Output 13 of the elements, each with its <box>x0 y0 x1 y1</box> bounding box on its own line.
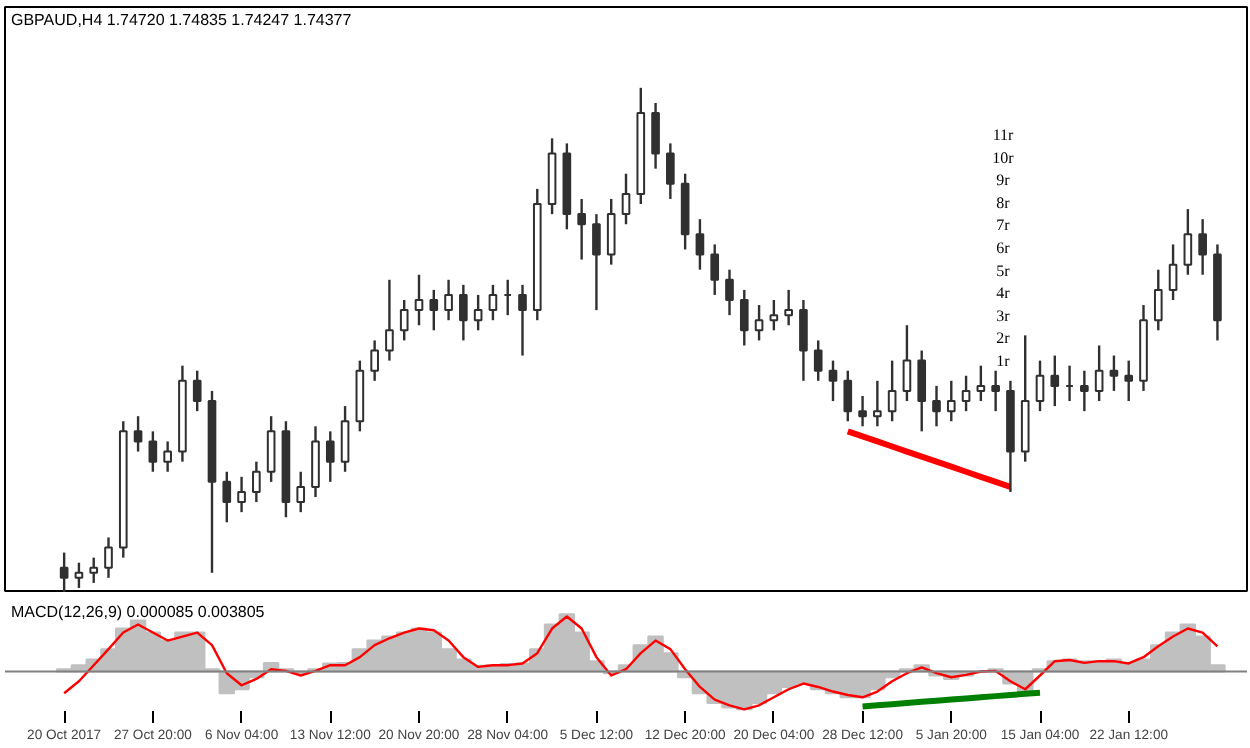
annotation: 4r <box>996 284 1011 303</box>
annotation: 3r <box>996 306 1011 325</box>
annotation: 11r <box>992 126 1015 144</box>
chart-title: GBPAUD,H4 1.74720 1.74835 1.74247 1.74377 <box>11 11 353 29</box>
annotation: 8r <box>996 193 1011 212</box>
annotation: 10r <box>992 148 1015 167</box>
annotation: 7r <box>996 216 1011 235</box>
annotation: 9r <box>996 171 1011 190</box>
annotation: 2r <box>996 329 1011 348</box>
annotation: 6r <box>996 239 1011 257</box>
annotation: 5r <box>996 261 1011 280</box>
chart-title: MACD(12,26,9) 0.000085 0.003805 <box>11 603 266 621</box>
annotation: 1r <box>996 352 1011 370</box>
